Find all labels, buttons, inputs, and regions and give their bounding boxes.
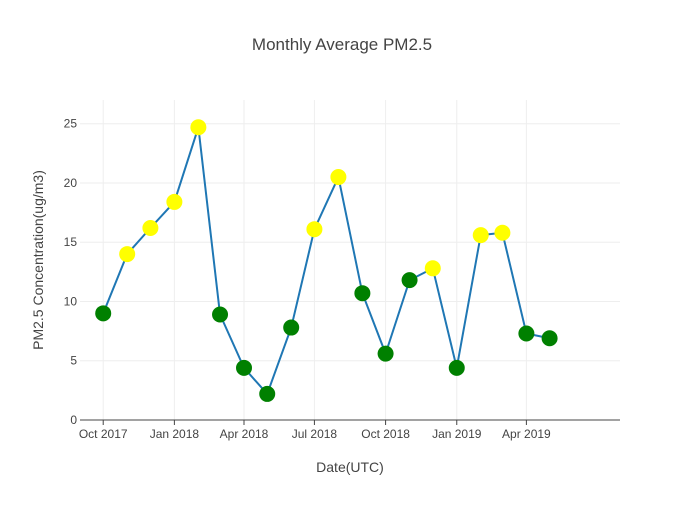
data-point bbox=[236, 359, 253, 376]
y-axis-ticks: 0 5 10 15 20 25 bbox=[64, 117, 78, 427]
data-point bbox=[401, 272, 418, 289]
chart-title: Monthly Average PM2.5 bbox=[252, 35, 432, 54]
x-tick-label: Jul 2018 bbox=[292, 427, 338, 441]
y-tick-label: 5 bbox=[70, 354, 77, 368]
data-point bbox=[212, 306, 229, 323]
x-tick-label: Oct 2018 bbox=[361, 427, 410, 441]
data-point bbox=[330, 169, 347, 186]
series-line bbox=[102, 126, 550, 396]
x-tick-label: Jan 2019 bbox=[432, 427, 482, 441]
data-point bbox=[377, 345, 394, 362]
data-point bbox=[354, 285, 371, 302]
y-tick-label: 20 bbox=[64, 176, 78, 190]
data-point bbox=[448, 359, 465, 376]
data-point bbox=[518, 325, 535, 342]
data-point bbox=[424, 260, 441, 277]
data-point bbox=[190, 119, 207, 136]
data-point bbox=[119, 246, 136, 263]
series-markers bbox=[95, 119, 558, 402]
y-tick-label: 0 bbox=[70, 413, 77, 427]
x-tick-label: Jan 2018 bbox=[150, 427, 200, 441]
x-axis-title: Date(UTC) bbox=[316, 459, 384, 475]
data-point bbox=[541, 330, 558, 347]
x-tick-label: Apr 2019 bbox=[502, 427, 551, 441]
y-tick-label: 10 bbox=[64, 294, 78, 308]
y-axis-title: PM2.5 Concentration(ug/m3) bbox=[30, 170, 46, 350]
data-point bbox=[494, 224, 511, 241]
data-point bbox=[259, 385, 276, 402]
data-point bbox=[472, 227, 489, 244]
data-point bbox=[166, 193, 183, 210]
x-axis-ticks: Oct 2017 Jan 2018 Apr 2018 Jul 2018 Oct 2018… bbox=[79, 420, 551, 441]
data-point bbox=[142, 220, 159, 236]
data-point bbox=[283, 319, 300, 336]
data-point bbox=[95, 305, 112, 322]
data-point bbox=[306, 221, 323, 238]
y-tick-label: 25 bbox=[64, 117, 78, 131]
x-tick-label: Apr 2018 bbox=[220, 427, 269, 441]
y-tick-label: 15 bbox=[64, 235, 78, 249]
x-tick-label: Oct 2017 bbox=[79, 427, 128, 441]
grid bbox=[80, 100, 620, 420]
